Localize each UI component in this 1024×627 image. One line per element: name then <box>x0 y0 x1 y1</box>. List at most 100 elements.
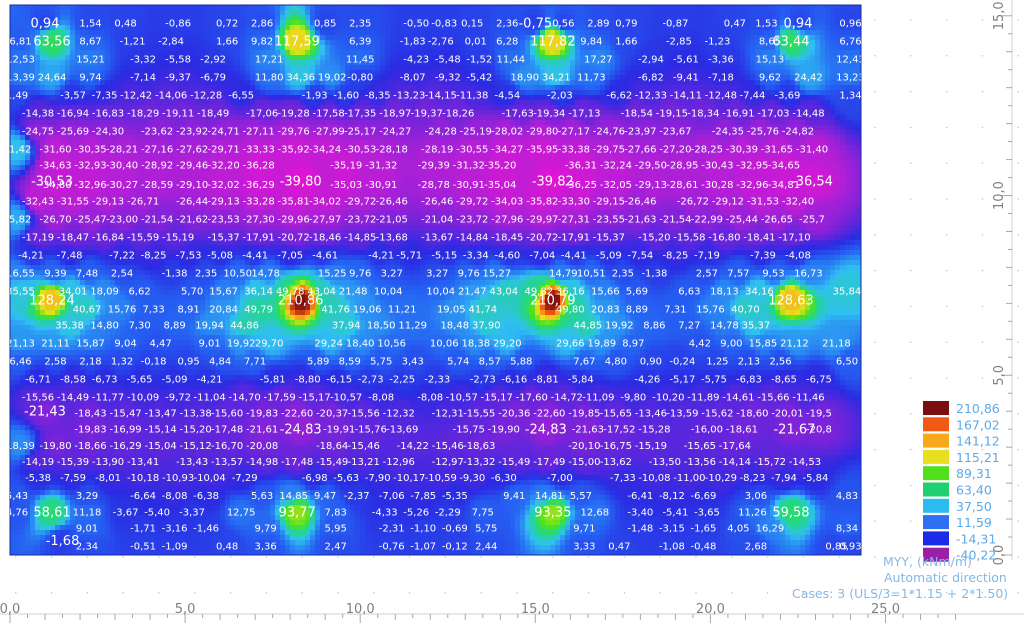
heat-cell <box>210 65 216 71</box>
heat-cell <box>640 30 646 36</box>
heat-cell <box>580 25 586 31</box>
heat-cell <box>480 5 486 11</box>
heat-cell <box>425 65 431 71</box>
heat-cell <box>830 10 836 16</box>
heat-cell <box>735 5 741 11</box>
heat-cell <box>495 75 501 81</box>
heat-cell <box>75 5 81 11</box>
heat-cell <box>285 10 291 16</box>
heat-cell <box>55 60 61 66</box>
heat-cell <box>375 40 381 46</box>
heat-cell <box>105 75 111 81</box>
heat-cell <box>505 5 511 11</box>
heat-cell <box>150 40 156 46</box>
grid-dot <box>910 413 912 415</box>
heat-cell <box>395 60 401 66</box>
heat-cell <box>845 125 851 131</box>
heat-cell <box>600 85 606 91</box>
heat-cell <box>805 100 811 106</box>
heat-cell <box>600 30 606 36</box>
heat-cell <box>395 10 401 16</box>
heat-cell <box>330 5 336 11</box>
heat-cell <box>840 10 846 16</box>
heat-cell <box>160 120 166 126</box>
heat-cell <box>830 90 836 96</box>
heat-cell <box>135 5 141 11</box>
heat-cell <box>220 120 226 126</box>
grid-dot <box>1017 234 1019 236</box>
heat-cell <box>550 50 556 56</box>
heat-cell <box>230 50 236 56</box>
heat-cell <box>540 85 546 91</box>
heat-cell <box>260 85 266 91</box>
heat-cell <box>275 65 281 71</box>
heat-cell <box>295 55 301 61</box>
heat-cell <box>445 120 451 126</box>
heat-cell <box>655 30 661 36</box>
heat-cell <box>815 55 821 61</box>
heat-cell <box>380 10 386 16</box>
heat-cell <box>785 70 791 76</box>
heat-cell <box>380 5 386 11</box>
heat-cell <box>275 120 281 126</box>
heat-cell <box>130 120 136 126</box>
heat-cell <box>275 100 281 106</box>
heat-cell <box>630 10 636 16</box>
heat-cell <box>815 65 821 71</box>
heat-cell <box>690 5 696 11</box>
heat-cell <box>850 30 856 36</box>
heat-cell <box>45 95 51 101</box>
heat-cell <box>125 5 131 11</box>
heat-cell <box>425 70 431 76</box>
heat-cell <box>390 35 396 41</box>
heat-cell <box>615 80 621 86</box>
grid-dot <box>910 55 912 57</box>
heat-cell <box>570 50 576 56</box>
heat-cell <box>645 5 651 11</box>
heat-cell <box>490 35 496 41</box>
heat-cell <box>15 65 21 71</box>
heat-cell <box>590 120 596 126</box>
heat-cell <box>70 35 76 41</box>
heat-cell <box>540 60 546 66</box>
heat-cell <box>185 65 191 71</box>
heat-cell <box>835 110 841 116</box>
heat-cell <box>705 10 711 16</box>
heat-cell <box>150 25 156 31</box>
heat-cell <box>15 125 21 131</box>
heat-cell <box>25 10 31 16</box>
heat-cell <box>745 5 751 11</box>
heat-cell <box>565 55 571 61</box>
heat-cell <box>430 30 436 36</box>
heat-cell <box>425 75 431 81</box>
heat-cell <box>830 25 836 31</box>
heat-cell <box>360 120 366 126</box>
heat-cell <box>220 10 226 16</box>
heat-cell <box>650 15 656 21</box>
heat-cell <box>820 5 826 11</box>
heat-cell <box>765 10 771 16</box>
heat-cell <box>240 35 246 41</box>
heat-cell <box>845 140 851 146</box>
heat-cell <box>570 75 576 81</box>
heat-cell <box>205 20 211 26</box>
heat-cell <box>90 65 96 71</box>
heat-cell <box>400 30 406 36</box>
heat-cell <box>650 10 656 16</box>
heat-cell <box>55 50 61 56</box>
heat-cell <box>445 5 451 11</box>
grid-dot <box>910 270 912 272</box>
heat-cell <box>710 15 716 21</box>
heat-cell <box>295 50 301 56</box>
heat-cell <box>650 5 656 11</box>
heat-cell <box>240 50 246 56</box>
heat-cell <box>305 15 311 21</box>
heat-cell <box>450 120 456 126</box>
heat-cell <box>825 100 831 106</box>
heat-cell <box>850 130 856 136</box>
heat-cell <box>80 30 86 36</box>
heat-cell <box>665 70 671 76</box>
grid-dot <box>838 556 840 558</box>
heat-cell <box>645 40 651 46</box>
heat-cell <box>285 100 291 106</box>
